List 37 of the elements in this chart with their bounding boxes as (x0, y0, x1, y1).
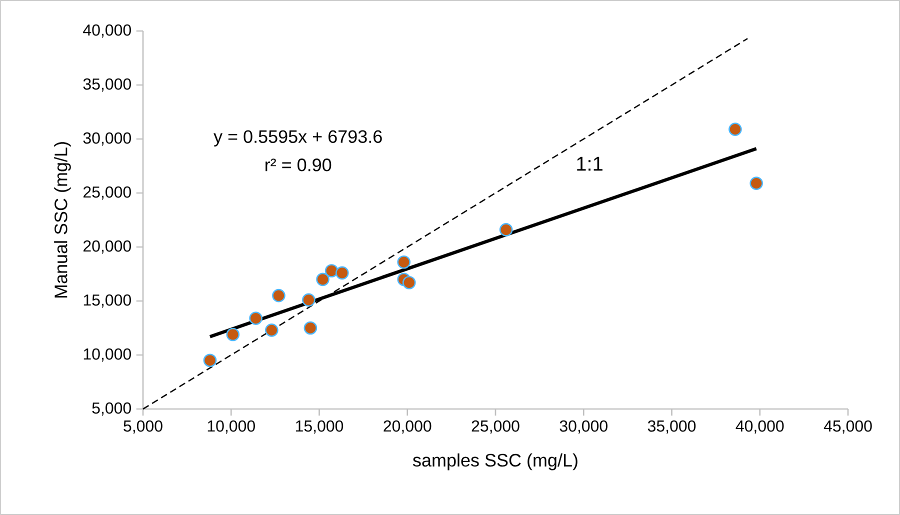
y-tick-label: 40,000 (83, 24, 131, 38)
x-tick-label: 20,000 (384, 420, 432, 434)
point (728, 122, 742, 136)
point (397, 255, 411, 269)
point (304, 321, 318, 335)
x-tick-label: 5,000 (124, 420, 162, 434)
y-axis-title: Manual SSC (mg/L) (54, 142, 71, 298)
point (324, 264, 338, 278)
x-tick-label: 35,000 (648, 420, 696, 434)
point (203, 354, 217, 368)
point (402, 276, 416, 290)
series-label: 1:1 (577, 156, 602, 171)
y-tick-label: 35,000 (83, 78, 131, 92)
annotation: r² = 0.90 (266, 158, 332, 172)
x-tick-label: 15,000 (296, 420, 344, 434)
point (750, 176, 764, 190)
y-tick-label: 25,000 (83, 186, 131, 200)
x-tick-label: 45,000 (824, 420, 872, 434)
y-tick-label: 30,000 (83, 132, 131, 146)
x-tick-label: 25,000 (472, 420, 520, 434)
x-axis-title: samples SSC (mg/L) (412, 453, 578, 470)
y-tick-label: 20,000 (83, 240, 131, 254)
point (264, 323, 278, 337)
x-tick-label: 40,000 (736, 420, 784, 434)
y-tick-label: 5,000 (92, 402, 131, 416)
point (226, 328, 240, 342)
point (499, 223, 513, 236)
x-tick-label: 30,000 (560, 420, 608, 434)
point (316, 272, 330, 286)
x-tick-label: 10,000 (208, 420, 255, 434)
point (249, 312, 262, 325)
y-tick-label: 15,000 (84, 294, 131, 308)
point (302, 293, 316, 307)
point (335, 266, 349, 280)
point (272, 288, 286, 302)
y-tick-label: 10,000 (84, 348, 131, 362)
annotation: y = 0.5595x + 6793.6 (214, 130, 382, 147)
